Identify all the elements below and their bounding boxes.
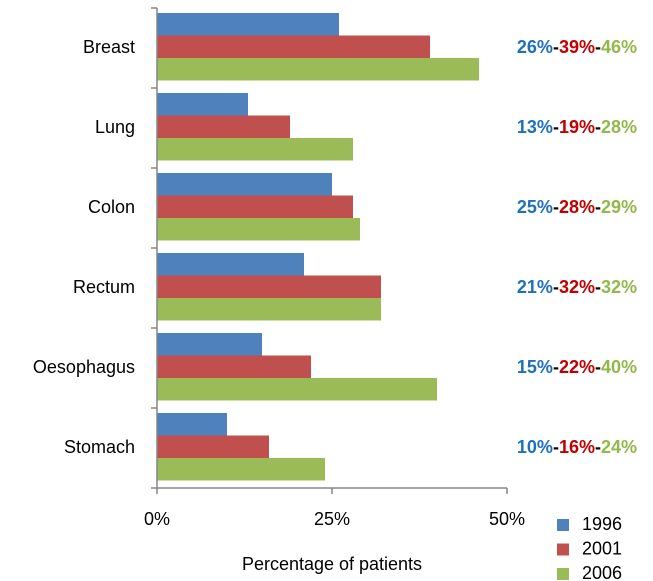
value-label: 28% bbox=[601, 117, 637, 137]
value-labels: 26%-39%-46% bbox=[517, 37, 637, 57]
x-tick-label: 25% bbox=[314, 509, 350, 529]
bar bbox=[157, 195, 353, 218]
label-separator: - bbox=[553, 437, 559, 457]
value-label: 10% bbox=[517, 437, 553, 457]
bar bbox=[157, 138, 353, 161]
bar bbox=[157, 58, 479, 81]
value-labels: 10%-16%-24% bbox=[517, 437, 637, 457]
value-label: 19% bbox=[559, 117, 595, 137]
category-label: Lung bbox=[95, 117, 135, 137]
value-label: 46% bbox=[601, 37, 637, 57]
x-axis-label: Percentage of patients bbox=[242, 554, 422, 574]
label-separator: - bbox=[553, 277, 559, 297]
bar bbox=[157, 413, 227, 436]
value-label: 28% bbox=[559, 197, 595, 217]
value-label: 13% bbox=[517, 117, 553, 137]
legend-label: 2006 bbox=[582, 563, 622, 581]
category-label: Rectum bbox=[73, 277, 135, 297]
value-labels: 25%-28%-29% bbox=[517, 197, 637, 217]
value-label: 29% bbox=[601, 197, 637, 217]
bar bbox=[157, 218, 360, 241]
bar bbox=[157, 115, 290, 138]
value-labels: 13%-19%-28% bbox=[517, 117, 637, 137]
label-separator: - bbox=[595, 197, 601, 217]
legend-swatch bbox=[557, 519, 569, 531]
value-label: 24% bbox=[601, 437, 637, 457]
bar bbox=[157, 93, 248, 116]
value-label: 32% bbox=[559, 277, 595, 297]
label-separator: - bbox=[595, 437, 601, 457]
label-separator: - bbox=[595, 277, 601, 297]
legend-swatch bbox=[557, 568, 569, 580]
value-label: 15% bbox=[517, 357, 553, 377]
value-label: 22% bbox=[559, 357, 595, 377]
category-label: Oesophagus bbox=[33, 357, 135, 377]
value-label: 39% bbox=[559, 37, 595, 57]
category-label: Breast bbox=[83, 37, 135, 57]
bar bbox=[157, 275, 381, 298]
bar bbox=[157, 253, 304, 276]
label-separator: - bbox=[595, 357, 601, 377]
bar bbox=[157, 333, 262, 356]
label-separator: - bbox=[595, 37, 601, 57]
value-label: 16% bbox=[559, 437, 595, 457]
label-separator: - bbox=[553, 357, 559, 377]
category-label: Colon bbox=[88, 197, 135, 217]
label-separator: - bbox=[595, 117, 601, 137]
legend-swatch bbox=[557, 543, 569, 556]
bar bbox=[157, 378, 437, 401]
legend-label: 2001 bbox=[582, 538, 622, 558]
bar bbox=[157, 458, 325, 481]
label-separator: - bbox=[553, 37, 559, 57]
label-separator: - bbox=[553, 117, 559, 137]
value-labels: 21%-32%-32% bbox=[517, 277, 637, 297]
value-label: 40% bbox=[601, 357, 637, 377]
bar bbox=[157, 35, 430, 58]
bar bbox=[157, 173, 332, 196]
value-labels: 15%-22%-40% bbox=[517, 357, 637, 377]
bar bbox=[157, 355, 311, 378]
value-label: 25% bbox=[517, 197, 553, 217]
x-tick-label: 50% bbox=[489, 509, 525, 529]
value-label: 21% bbox=[517, 277, 553, 297]
x-tick-label: 0% bbox=[144, 509, 170, 529]
legend-label: 1996 bbox=[582, 514, 622, 534]
value-label: 26% bbox=[517, 37, 553, 57]
value-label: 32% bbox=[601, 277, 637, 297]
bar bbox=[157, 435, 269, 458]
label-separator: - bbox=[553, 197, 559, 217]
bar bbox=[157, 13, 339, 36]
category-label: Stomach bbox=[64, 437, 135, 457]
bar bbox=[157, 298, 381, 321]
